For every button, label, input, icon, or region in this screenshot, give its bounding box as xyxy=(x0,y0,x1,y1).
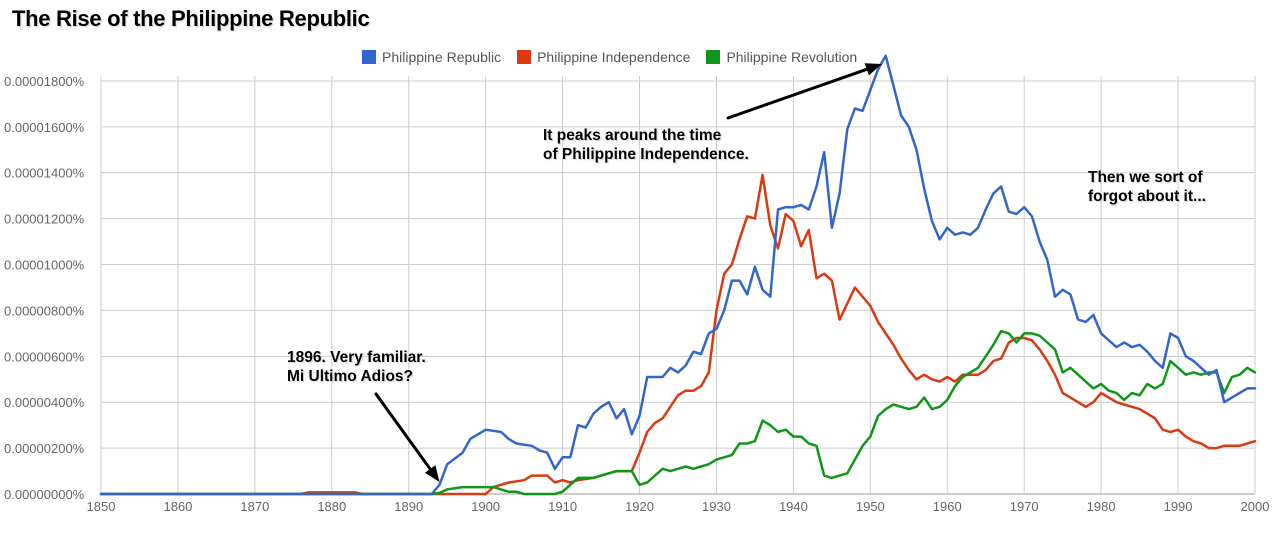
x-tick-label: 1980 xyxy=(1087,499,1116,514)
annotation-1896-line-1: 1896. Very familiar. xyxy=(287,349,426,366)
chart-series xyxy=(99,54,1257,496)
x-tick-label: 1970 xyxy=(1010,499,1039,514)
chart-grid xyxy=(100,76,1256,495)
x-tick-label: 1920 xyxy=(625,499,654,514)
x-tick-label: 1940 xyxy=(779,499,808,514)
y-tick-label: 0.00001800% xyxy=(4,74,85,89)
x-tick-label: 1860 xyxy=(163,499,192,514)
annotation-peak-text: It peaks around the time of Philippine I… xyxy=(543,126,749,164)
y-tick-label: 0.00000200% xyxy=(4,441,85,456)
x-tick-label: 1880 xyxy=(317,499,346,514)
y-tick-label: 0.00001600% xyxy=(4,120,85,135)
y-tick-label: 0.00000800% xyxy=(4,303,85,318)
annotation-forgot-text: Then we sort of forgot about it... xyxy=(1088,168,1206,206)
annotation-arrow-shaft xyxy=(374,392,432,471)
x-tick-label: 2000 xyxy=(1241,499,1270,514)
chart-legend: Philippine Republic Philippine Independen… xyxy=(362,48,873,66)
x-tick-label: 1870 xyxy=(240,499,269,514)
series-line-philippine-republic xyxy=(99,54,1257,496)
y-tick-label: 0.00000400% xyxy=(4,395,85,410)
x-tick-label: 1890 xyxy=(394,499,423,514)
annotation-forgot-line-2: forgot about it... xyxy=(1088,188,1206,205)
annotation-arrow-head xyxy=(424,465,440,482)
annotation-peak-line-1: It peaks around the time xyxy=(543,127,722,144)
annotation-arrows xyxy=(374,63,882,482)
annotation-arrow-shaft xyxy=(726,67,869,120)
x-tick-label: 1990 xyxy=(1164,499,1193,514)
annotation-peak-line-2: of Philippine Independence. xyxy=(543,146,749,163)
x-tick-label: 1850 xyxy=(87,499,116,514)
legend-item: Philippine Republic xyxy=(362,49,501,65)
annotation-arrow-head xyxy=(864,63,882,76)
x-tick-label: 1900 xyxy=(471,499,500,514)
series-line-philippine-revolution xyxy=(99,329,1257,496)
x-tick-label: 1960 xyxy=(933,499,962,514)
annotation-1896-line-2: Mi Ultimo Adios? xyxy=(287,368,413,385)
y-tick-label: 0.00000600% xyxy=(4,349,85,364)
series-line-philippine-independence xyxy=(99,173,1257,496)
legend-item: Philippine Revolution xyxy=(706,49,857,65)
y-tick-label: 0.00001000% xyxy=(4,258,85,273)
annotation-forgot-line-1: Then we sort of xyxy=(1088,169,1203,186)
legend-item: Philippine Independence xyxy=(517,49,690,65)
annotation-1896-text: 1896. Very familiar. Mi Ultimo Adios? xyxy=(287,348,426,386)
legend-swatch xyxy=(706,50,721,64)
x-axis: 1850 1860 1870 1880 1890 1900 1910 1920 1930 1940… xyxy=(87,499,1270,514)
y-tick-label: 0.00000000% xyxy=(4,487,85,502)
y-axis: 0.00000000% 0.00000200% 0.00000400% 0.00000… xyxy=(4,74,85,502)
x-tick-label: 1930 xyxy=(702,499,731,514)
x-tick-label: 1950 xyxy=(856,499,885,514)
legend-label: Philippine Republic xyxy=(382,49,502,65)
y-tick-label: 0.00001400% xyxy=(4,166,85,181)
x-tick-label: 1910 xyxy=(548,499,577,514)
legend-swatch xyxy=(362,50,376,64)
chart-title: The Rise of the Philippine Republic xyxy=(12,6,370,31)
legend-label: Philippine Revolution xyxy=(726,49,858,65)
y-tick-label: 0.00001200% xyxy=(4,212,85,227)
legend-label: Philippine Independence xyxy=(537,49,691,65)
legend-swatch xyxy=(517,50,532,64)
